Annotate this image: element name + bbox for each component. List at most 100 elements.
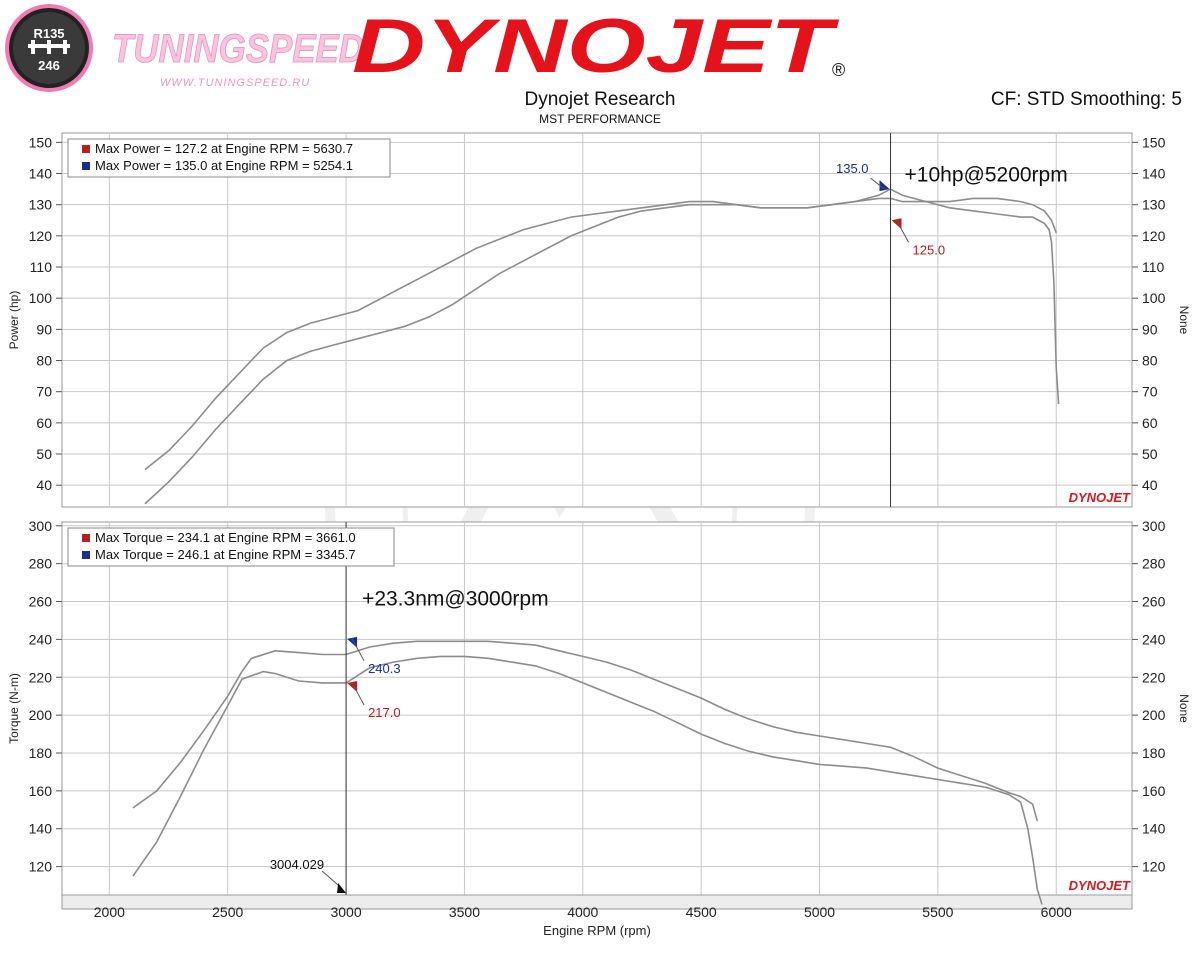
panel-power: 40 40 50 50 60 60 70 70 80 80 90 90 100 100 110 110 120 1… — [7, 132, 1191, 508]
cursor-leader — [351, 682, 365, 706]
y-axis-label: Power (hp) — [7, 291, 21, 350]
gear-digits-top: R135 — [33, 26, 64, 41]
cursor-marker — [891, 218, 902, 230]
y2-tick-label: 160 — [1142, 783, 1166, 799]
y-tick-label: 120 — [29, 228, 53, 244]
y-tick-label: 180 — [29, 745, 53, 761]
y2-tick-label: 110 — [1142, 259, 1165, 275]
registered-mark: ® — [832, 60, 845, 80]
legend-power: Max Power = 127.2 at Engine RPM = 5630.7… — [67, 138, 391, 178]
y2-tick-label: 50 — [1142, 446, 1158, 462]
x-tick-label: 4500 — [686, 904, 717, 920]
y-tick-label: 150 — [29, 134, 53, 150]
plot-frame-power — [61, 132, 1133, 508]
gain-annotation: +10hp@5200rpm — [905, 163, 1068, 186]
series-line-2 — [132, 655, 1043, 905]
series-line-2 — [144, 188, 1060, 505]
y-tick-label: 110 — [30, 259, 53, 275]
legend-torque: Max Torque = 234.1 at Engine RPM = 3661.… — [67, 527, 395, 567]
series-line-1 — [132, 640, 1039, 822]
y2-axis-label: None — [1177, 694, 1191, 723]
gear-knob-logo: R135 246 — [5, 4, 93, 92]
y2-tick-label: 70 — [1142, 384, 1158, 400]
site-url: WWW.TUNINGSPEED.RU — [160, 77, 310, 89]
legend-entry: Max Power = 127.2 at Engine RPM = 5630.7 — [95, 141, 353, 156]
cursor-leader — [896, 220, 909, 243]
y2-tick-label: 240 — [1142, 631, 1166, 647]
cursor-value-label: 135.0 — [836, 161, 869, 176]
y-tick-label: 70 — [36, 384, 52, 400]
y-tick-label: 120 — [29, 859, 53, 875]
gear-digits-bottom: 246 — [38, 58, 60, 73]
x-tick-label: 4000 — [567, 904, 598, 920]
panel-torque: 120 120 140 140 160 160 180 180 200 200 220 220 240 2… — [7, 518, 1191, 938]
cf-smoothing-label: CF: STD Smoothing: 5 — [991, 89, 1182, 110]
x-tick-label: 5500 — [922, 904, 953, 920]
y-tick-label: 300 — [29, 518, 53, 534]
x-axis-label: Engine RPM (rpm) — [543, 923, 651, 938]
cursor-rpm-leader — [321, 870, 339, 886]
x-tick-label: 2500 — [212, 904, 243, 920]
cursor-marker — [347, 680, 358, 692]
legend-swatch — [82, 551, 90, 559]
y2-tick-label: 150 — [1142, 134, 1166, 150]
legend-box — [67, 527, 395, 567]
y-tick-label: 80 — [36, 353, 52, 369]
y2-tick-label: 60 — [1142, 415, 1158, 431]
cursor-marker — [879, 180, 890, 192]
x-tick-label: 5000 — [804, 904, 835, 920]
legend-entry: Max Torque = 246.1 at Engine RPM = 3345.… — [95, 547, 356, 562]
cursor-marker — [347, 636, 358, 648]
chart-subtitle: MST PERFORMANCE — [539, 112, 661, 126]
y-tick-label: 100 — [29, 290, 53, 306]
y-tick-label: 90 — [36, 321, 52, 337]
y2-tick-label: 90 — [1142, 321, 1158, 337]
y2-tick-label: 120 — [1142, 859, 1166, 875]
chart-title: Dynojet Research — [524, 89, 675, 110]
dynojet-logo: DYNOJET — [352, 4, 839, 89]
plot-frame-torque — [61, 521, 1133, 896]
legend-swatch — [82, 145, 90, 153]
legend-box — [67, 138, 391, 178]
y-tick-label: 40 — [36, 477, 52, 493]
y2-axis-label: None — [1177, 306, 1191, 335]
x-tick-label: 6000 — [1041, 904, 1072, 920]
y-tick-label: 140 — [29, 166, 53, 182]
cursor-rpm-readout: 3004.029 — [270, 857, 324, 872]
y2-tick-label: 280 — [1142, 556, 1166, 572]
y2-tick-label: 40 — [1142, 477, 1158, 493]
y-tick-label: 240 — [29, 631, 53, 647]
y-tick-label: 140 — [29, 821, 53, 837]
cursor-value-label: 240.3 — [368, 661, 401, 676]
y2-tick-label: 180 — [1142, 745, 1166, 761]
legend-entry: Max Power = 135.0 at Engine RPM = 5254.1 — [95, 158, 353, 173]
dynojet-watermark: DYNOJET — [1069, 878, 1131, 893]
y2-tick-label: 100 — [1142, 290, 1166, 306]
series-line-1 — [144, 197, 1057, 471]
cursor-leader — [870, 177, 885, 190]
cursor-value-label: 125.0 — [913, 242, 946, 257]
dynojet-watermark: DYNOJET — [1069, 490, 1131, 505]
y-tick-label: 60 — [36, 415, 52, 431]
y2-tick-label: 140 — [1142, 821, 1166, 837]
y-tick-label: 130 — [29, 197, 53, 213]
cursor-rpm-arrow — [337, 883, 347, 893]
site-logo: TUNINGSPEED — [112, 27, 364, 71]
cursor-value-label: 217.0 — [368, 705, 401, 720]
y2-tick-label: 80 — [1142, 353, 1158, 369]
legend-swatch — [82, 162, 90, 170]
y-tick-label: 50 — [36, 446, 52, 462]
x-axis-band — [61, 894, 1133, 910]
y2-tick-label: 140 — [1142, 166, 1166, 182]
y-axis-label: Torque (N-m) — [7, 673, 21, 744]
y-tick-label: 260 — [29, 594, 53, 610]
x-tick-label: 3500 — [449, 904, 480, 920]
x-tick-label: 3000 — [330, 904, 361, 920]
y-tick-label: 280 — [29, 556, 53, 572]
y2-tick-label: 120 — [1142, 228, 1166, 244]
legend-entry: Max Torque = 234.1 at Engine RPM = 3661.… — [95, 530, 356, 545]
y2-tick-label: 220 — [1142, 669, 1166, 685]
y-tick-label: 220 — [29, 669, 53, 685]
y-tick-label: 160 — [29, 783, 53, 799]
